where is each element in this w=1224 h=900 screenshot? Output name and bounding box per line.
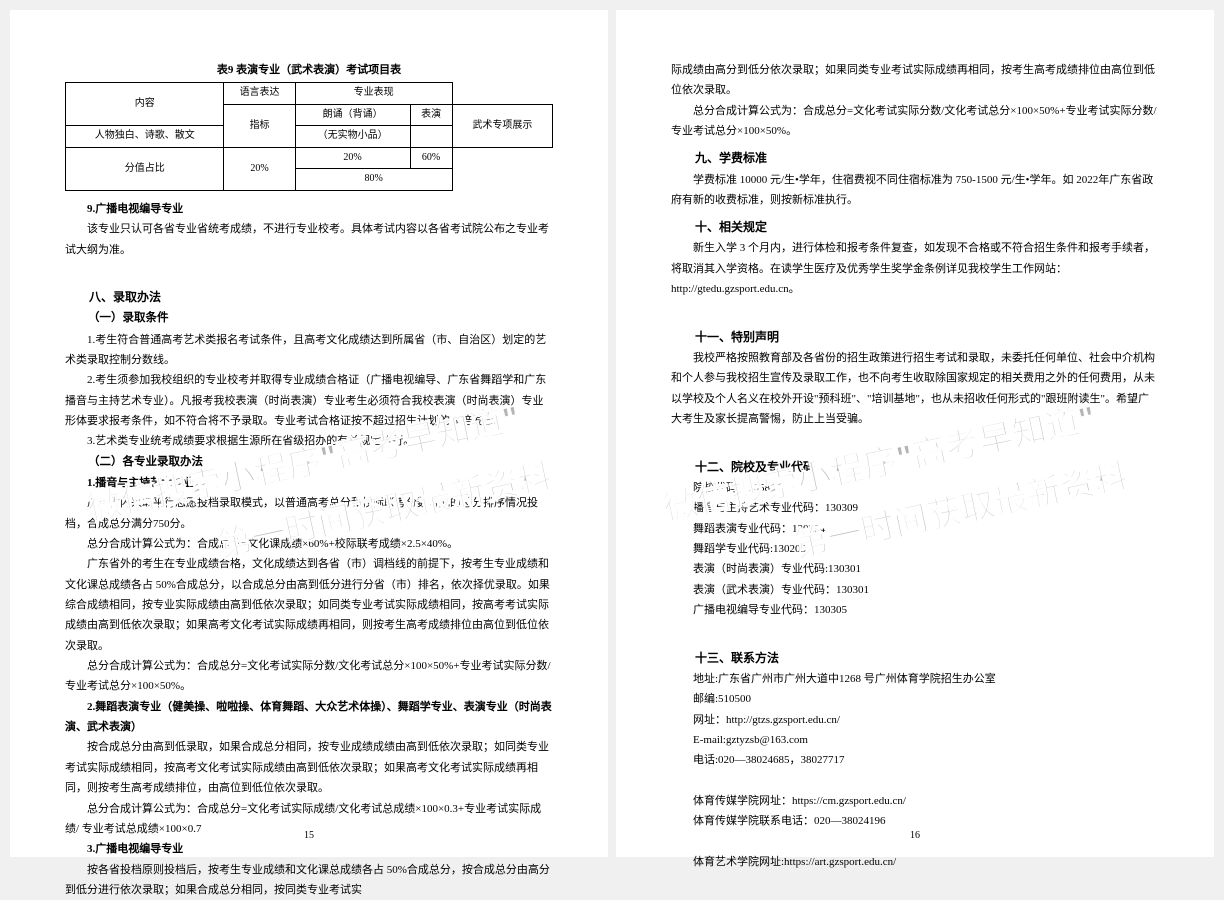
s81-p3: 3.艺术类专业统考成绩要求根据生源所在省级招办的有关规定执行。 [65, 431, 553, 451]
perf1: 表演 [410, 104, 452, 126]
cont-p1: 际成绩由高分到低分依次录取；如果同类专业考试实际成绩再相同，按考生高考成绩排位由… [671, 60, 1159, 101]
ratio1: 20% [224, 147, 295, 190]
p16-s9-p1: 学费标准 10000 元/生•学年，住宿费视不同住宿标准为 750-1500 元… [671, 170, 1159, 211]
code7: 广播电视编导专业代码：130305 [671, 600, 1159, 620]
p16-s13-title: 十三、联系方法 [671, 647, 1159, 669]
c2: 邮编:510500 [671, 689, 1159, 709]
s82-1-p2: 总分合成计算公式为：合成总分=文化课成绩×60%+校际联考成绩×2.5×40%。 [65, 534, 553, 554]
perf3: 武术专项展示 [452, 104, 552, 147]
p16-s10-p1: 新生入学 3 个月内，进行体检和报考条件复查，如发现不合格或不符合招生条件和报考… [671, 238, 1159, 299]
s9-p1: 该专业只认可各省专业省统考成绩，不进行专业校考。具体考试内容以各省考试院公布之专… [65, 219, 553, 260]
lang2: 人物独白、诗歌、散文 [66, 126, 224, 148]
p16-s9-title: 九、学费标准 [671, 147, 1159, 169]
code6: 表演（武术表演）专业代码：130301 [671, 580, 1159, 600]
c4: E-mail:gztyzsb@163.com [671, 730, 1159, 750]
code5: 表演（时尚表演）专业代码:130301 [671, 559, 1159, 579]
s82-1-p1: 广东省内采取平行志愿投档录取模式，以普通高考总分和校际联考分数合成的总分排序情况… [65, 493, 553, 534]
table9-caption: 表9 表演专业（武术表演）考试项目表 [65, 60, 553, 80]
code4: 舞蹈学专业代码:130205 [671, 539, 1159, 559]
page-num-16: 16 [910, 827, 920, 846]
ratio3: 60% [410, 147, 452, 169]
th-lang: 语言表达 [224, 83, 295, 105]
s81-p1: 1.考生符合普通高考艺术类报名考试条件，且高考文化成绩达到所属省（市、自治区）划… [65, 330, 553, 371]
c1: 地址:广东省广州市广州大道中1268 号广州体育学院招生办公室 [671, 669, 1159, 689]
s9-title: 9.广播电视编导专业 [65, 199, 553, 219]
ratio-total: 80% [295, 169, 452, 191]
th-perf: 专业表现 [295, 83, 452, 105]
perf2: （无实物小品） [295, 126, 410, 148]
p16-s11-p1: 我校严格按照教育部及各省份的招生政策进行招生考试和录取，未委托任何单位、社会中介… [671, 348, 1159, 429]
s82-2-title: 2.舞蹈表演专业（健美操、啦啦操、体育舞蹈、大众艺术体操）、舞蹈学专业、表演专业… [65, 697, 553, 738]
c6: 体育传媒学院网址：https://cm.gzsport.edu.cn/ [671, 791, 1159, 811]
page-num-15: 15 [304, 827, 314, 846]
s8-title: 八、录取办法 [65, 286, 553, 308]
p16-s10-title: 十、相关规定 [671, 216, 1159, 238]
c8: 体育艺术学院网址:https://art.gzsport.edu.cn/ [671, 852, 1159, 872]
p16-s11-title: 十一、特别声明 [671, 326, 1159, 348]
code2: 播音与主持艺术专业代码：130309 [671, 498, 1159, 518]
code1: 院校代码：10585 [671, 478, 1159, 498]
s82-title: （二）各专业录取办法 [65, 452, 553, 473]
ratio2: 20% [295, 147, 410, 169]
th-content: 内容 [66, 83, 224, 126]
lang1: 朗诵（背诵） [295, 104, 410, 126]
code3: 舞蹈表演专业代码：130204 [671, 519, 1159, 539]
s82-3-p1: 按各省投档原则投档后，按考生专业成绩和文化课总成绩各占 50%合成总分，按合成总… [65, 860, 553, 900]
page-16: 际成绩由高分到低分依次录取；如果同类专业考试实际成绩再相同，按考生高考成绩排位由… [616, 10, 1214, 857]
c5: 电话:020—38024685，38027717 [671, 750, 1159, 770]
cont-p2: 总分合成计算公式为：合成总分=文化考试实际分数/文化考试总分×100×50%+专… [671, 101, 1159, 142]
c3: 网址：http://gtzs.gzsport.edu.cn/ [671, 710, 1159, 730]
s82-1-p3: 广东省外的考生在专业成绩合格，文化成绩达到各省（市）调档线的前提下，按考生专业成… [65, 554, 553, 656]
s82-1-p4: 总分合成计算公式为：合成总分=文化考试实际分数/文化考试总分×100×50%+专… [65, 656, 553, 697]
page-15: 表9 表演专业（武术表演）考试项目表 内容 语言表达 专业表现 指标 朗诵（背诵… [10, 10, 608, 857]
s82-1-title: 1.播音与主持艺术专业 [65, 473, 553, 493]
p16-s12-title: 十二、院校及专业代码 [671, 456, 1159, 478]
s82-2-p1: 按合成总分由高到低录取，如果合成总分相同，按专业成绩成绩由高到低依次录取；如同类… [65, 737, 553, 798]
r-ratio: 分值占比 [66, 147, 224, 190]
s81-p2: 2.考生须参加我校组织的专业校考并取得专业成绩合格证（广播电视编导、广东省舞蹈学… [65, 370, 553, 431]
s81-title: （一）录取条件 [65, 308, 553, 329]
table9: 内容 语言表达 专业表现 指标 朗诵（背诵） 表演 武术专项展示 人物独白、诗歌… [65, 82, 553, 191]
r-indicator: 指标 [224, 104, 295, 147]
